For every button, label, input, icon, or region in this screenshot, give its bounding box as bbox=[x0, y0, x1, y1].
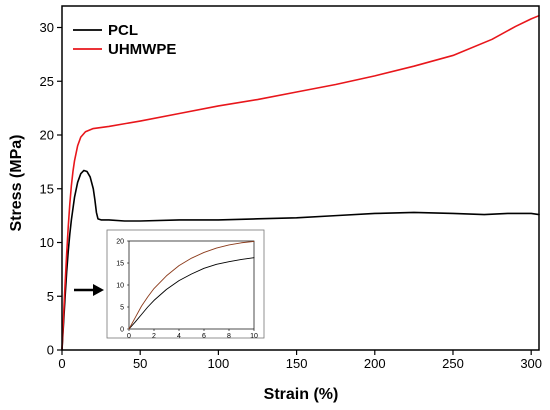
inset-panel bbox=[106, 229, 265, 339]
main-y-tick-label: 0 bbox=[47, 343, 54, 358]
legend: PCL UHMWPE bbox=[73, 22, 176, 58]
main-x-tick-label: 150 bbox=[286, 356, 308, 371]
inset-series-pcl bbox=[128, 257, 255, 330]
inset-plot: 0 2 4 6 8 10 0 5 10 15 20 bbox=[106, 229, 265, 340]
inset-x-tick-label: 6 bbox=[202, 333, 206, 340]
main-x-tick-label: 100 bbox=[208, 356, 230, 371]
legend-label-pcl: PCL bbox=[108, 22, 138, 39]
arrow-head bbox=[93, 284, 104, 296]
inset-x-tick-label: 10 bbox=[250, 333, 258, 340]
main-y-tick-label: 15 bbox=[40, 181, 54, 196]
main-y-tick-label: 10 bbox=[40, 235, 54, 250]
main-plot bbox=[61, 14, 540, 351]
main-y-tick-label: 25 bbox=[40, 74, 54, 89]
main-frame bbox=[61, 5, 540, 351]
main-y-tick-label: 20 bbox=[40, 128, 54, 143]
inset-x-tick-label: 8 bbox=[227, 333, 231, 340]
inset-y-tick-label: 10 bbox=[116, 282, 124, 289]
inset-axes: 0 2 4 6 8 10 0 5 10 15 20 bbox=[116, 238, 258, 340]
inset-y-tick-label: 15 bbox=[116, 260, 124, 267]
inset-x-tick-label: 4 bbox=[177, 333, 181, 340]
main-x-tick-label: 250 bbox=[442, 356, 464, 371]
main-y-tick-label: 5 bbox=[47, 289, 54, 304]
main-x-tick-label: 50 bbox=[133, 356, 147, 371]
inset-x-tick-label: 2 bbox=[152, 333, 156, 340]
inset-series-uhmwpe bbox=[128, 240, 255, 330]
inset-y-tick-label: 5 bbox=[120, 304, 124, 311]
inset-y-tick-label: 0 bbox=[120, 326, 124, 333]
legend-label-uhmwpe: UHMWPE bbox=[108, 41, 176, 58]
main-x-tick-label: 0 bbox=[58, 356, 65, 371]
main-y-tick-label: 30 bbox=[40, 20, 54, 35]
inset-lines bbox=[128, 240, 255, 330]
x-axis-title: Strain (%) bbox=[264, 386, 339, 403]
main-x-tick-label: 300 bbox=[520, 356, 542, 371]
inset-y-tick-label: 20 bbox=[116, 238, 124, 245]
main-series-pcl bbox=[61, 169, 540, 351]
inset-arrow bbox=[74, 284, 104, 296]
inset-x-tick-label: 0 bbox=[127, 333, 131, 340]
main-x-tick-label: 200 bbox=[364, 356, 386, 371]
y-axis-title: Stress (MPa) bbox=[8, 135, 25, 232]
main-series-uhmwpe bbox=[61, 14, 540, 351]
